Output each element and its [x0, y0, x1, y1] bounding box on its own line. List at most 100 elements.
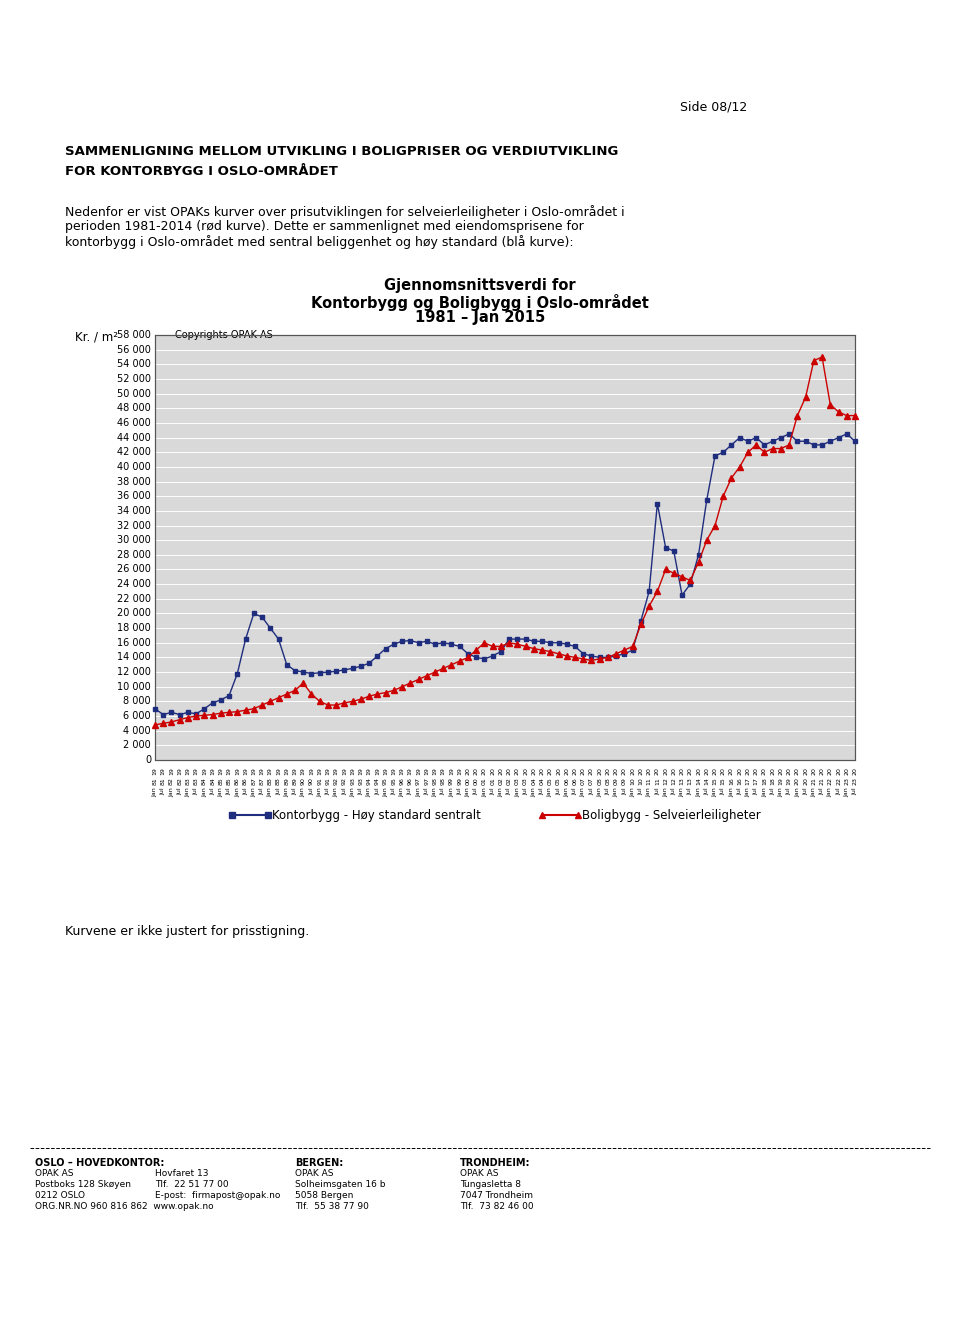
Text: Jul: Jul — [243, 788, 248, 794]
Text: 01: 01 — [491, 777, 495, 785]
Text: 15: 15 — [721, 777, 726, 785]
Text: 20: 20 — [540, 766, 544, 774]
Text: Jul: Jul — [473, 788, 479, 794]
Text: Jul: Jul — [523, 788, 528, 794]
Text: 19: 19 — [350, 766, 355, 774]
Text: 19: 19 — [433, 766, 438, 774]
Text: 23: 23 — [844, 777, 850, 785]
Text: 20: 20 — [589, 766, 594, 774]
Text: Tungasletta 8: Tungasletta 8 — [460, 1180, 521, 1189]
Text: Jul: Jul — [556, 788, 561, 794]
Text: Jul: Jul — [705, 788, 709, 794]
Text: 19: 19 — [325, 766, 330, 774]
Text: 20: 20 — [737, 766, 742, 774]
Text: 14: 14 — [696, 777, 701, 785]
Text: 98: 98 — [433, 777, 438, 785]
Text: Jan: Jan — [597, 788, 602, 797]
Text: 20: 20 — [712, 766, 717, 774]
Text: Jan: Jan — [779, 788, 783, 797]
Text: 11: 11 — [655, 777, 660, 785]
Text: 82: 82 — [169, 777, 174, 785]
Text: 19: 19 — [194, 766, 199, 774]
Text: 14 000: 14 000 — [117, 652, 151, 663]
Text: Solheimsgaten 16 b: Solheimsgaten 16 b — [295, 1180, 386, 1189]
Text: Jan: Jan — [564, 788, 569, 797]
Text: 99: 99 — [449, 777, 454, 785]
Text: 20: 20 — [811, 766, 816, 774]
Text: 22: 22 — [836, 777, 841, 785]
Text: 91: 91 — [325, 777, 330, 785]
Text: 54 000: 54 000 — [117, 359, 151, 370]
Text: Jan: Jan — [218, 788, 224, 797]
Text: 20: 20 — [613, 766, 618, 774]
Text: Hovfaret 13: Hovfaret 13 — [155, 1170, 208, 1177]
Text: Jul: Jul — [836, 788, 841, 794]
Text: Jul: Jul — [309, 788, 314, 794]
Text: 19: 19 — [169, 766, 174, 774]
Text: Jul: Jul — [589, 788, 594, 794]
Text: 20: 20 — [852, 766, 857, 774]
Text: SAMMENLIGNING MELLOM UTVIKLING I BOLIGPRISER OG VERDIUTVIKLING: SAMMENLIGNING MELLOM UTVIKLING I BOLIGPR… — [65, 145, 618, 158]
Text: 10 000: 10 000 — [117, 682, 151, 692]
Text: Jul: Jul — [671, 788, 677, 794]
Text: 04: 04 — [531, 777, 537, 785]
Text: Jan: Jan — [367, 788, 372, 797]
Text: 85: 85 — [218, 777, 224, 785]
Text: 20: 20 — [491, 766, 495, 774]
Text: 90: 90 — [300, 777, 305, 785]
Text: Jul: Jul — [491, 788, 495, 794]
Text: Jan: Jan — [153, 788, 157, 797]
Text: 40 000: 40 000 — [117, 461, 151, 472]
Text: Jan: Jan — [416, 788, 421, 797]
Text: 13: 13 — [680, 777, 684, 785]
Text: Jan: Jan — [268, 788, 273, 797]
Text: 85: 85 — [227, 777, 231, 785]
Text: Jul: Jul — [572, 788, 578, 794]
Text: Jul: Jul — [687, 788, 693, 794]
Text: 19: 19 — [408, 766, 413, 774]
Text: 19: 19 — [334, 766, 339, 774]
Text: 30 000: 30 000 — [117, 536, 151, 545]
Text: Boligbygg - Selveierleiligheter: Boligbygg - Selveierleiligheter — [582, 809, 760, 822]
Text: 87: 87 — [259, 777, 265, 785]
Text: 58 000: 58 000 — [117, 330, 151, 339]
Text: Jul: Jul — [622, 788, 627, 794]
Text: 19: 19 — [243, 766, 248, 774]
Text: 10: 10 — [630, 777, 636, 785]
Text: 23: 23 — [852, 777, 857, 785]
Text: 20: 20 — [795, 766, 800, 774]
Text: 19: 19 — [160, 766, 166, 774]
Text: 19: 19 — [392, 766, 396, 774]
Text: 91: 91 — [317, 777, 323, 785]
Text: 32 000: 32 000 — [117, 521, 151, 530]
Text: Jan: Jan — [433, 788, 438, 797]
Text: 19: 19 — [153, 766, 157, 774]
Text: 1981 – Jan 2015: 1981 – Jan 2015 — [415, 310, 545, 325]
Text: Kurvene er ikke justert for prisstigning.: Kurvene er ikke justert for prisstigning… — [65, 926, 309, 937]
Text: Jul: Jul — [358, 788, 364, 794]
Text: 20: 20 — [564, 766, 569, 774]
Text: 07: 07 — [589, 777, 594, 785]
Text: 17: 17 — [746, 777, 751, 785]
Text: Tlf.  22 51 77 00: Tlf. 22 51 77 00 — [155, 1180, 228, 1189]
Text: 13: 13 — [687, 777, 693, 785]
Text: 19: 19 — [374, 766, 380, 774]
Text: 98: 98 — [441, 777, 445, 785]
Text: 20: 20 — [804, 766, 808, 774]
Text: 7047 Trondheim: 7047 Trondheim — [460, 1191, 533, 1200]
Text: 20: 20 — [705, 766, 709, 774]
Text: Jan: Jan — [252, 788, 256, 797]
Text: Side 08/12: Side 08/12 — [680, 99, 747, 113]
Text: 20: 20 — [597, 766, 602, 774]
Text: Jul: Jul — [638, 788, 643, 794]
Text: 20: 20 — [786, 766, 792, 774]
Text: E-post:  firmapost@opak.no: E-post: firmapost@opak.no — [155, 1191, 280, 1200]
Text: 20: 20 — [762, 766, 767, 774]
Text: 84: 84 — [210, 777, 215, 785]
Text: Jan: Jan — [581, 788, 586, 797]
Text: 19: 19 — [276, 766, 281, 774]
Text: Jan: Jan — [712, 788, 717, 797]
Text: Kr. / m²: Kr. / m² — [75, 330, 118, 343]
Text: Kontorbygg og Boligbygg i Oslo-området: Kontorbygg og Boligbygg i Oslo-området — [311, 294, 649, 312]
Text: 05: 05 — [548, 777, 553, 785]
